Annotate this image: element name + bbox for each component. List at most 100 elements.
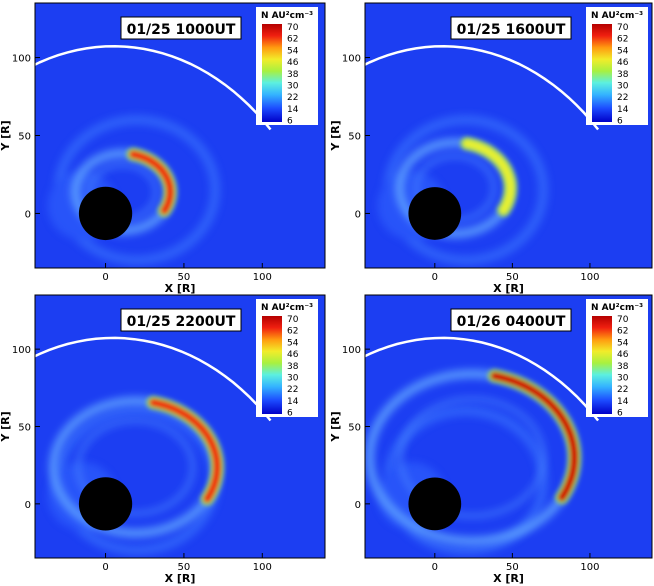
colorbar-tick-label: 70	[287, 315, 299, 325]
y-axis-label: Y [R]	[0, 411, 12, 442]
colorbar-tick-label: 54	[287, 46, 299, 56]
colorbar-tick-label: 6	[287, 117, 293, 127]
colorbar-tick-label: 62	[287, 35, 298, 45]
colorbar-ramp	[262, 316, 282, 414]
occulting-disk	[408, 187, 462, 240]
y-tick-label: 100	[12, 54, 31, 65]
panel-title: 01/25 1000UT	[120, 16, 242, 40]
cme-front	[126, 147, 178, 218]
colorbar-ramp	[592, 24, 612, 122]
colorbar-tick-label: 70	[617, 315, 629, 325]
colorbar-tick-label: 22	[287, 385, 298, 395]
colorbar-tick-label: 62	[287, 327, 298, 337]
orbit-arc	[35, 45, 272, 131]
colorbar-tick-label: 38	[287, 70, 299, 80]
colorbar-ramp	[592, 316, 612, 414]
x-tick-label: 100	[580, 272, 599, 283]
orbit-arc	[365, 45, 600, 131]
colorbar-tick-label: 54	[617, 338, 629, 348]
y-tick-label: 0	[25, 209, 31, 220]
colorbar-tick-label: 14	[617, 397, 629, 407]
orbit-arc	[35, 336, 272, 422]
occulting-disk	[78, 186, 133, 241]
cme-front-core	[463, 139, 515, 214]
colorbar-tick-label: 38	[617, 70, 629, 80]
y-tick-label: 50	[18, 132, 31, 143]
colorbar-tick-label: 30	[617, 82, 629, 92]
title-box	[120, 16, 242, 40]
colorbar-tick-label: 46	[617, 350, 629, 360]
colorbar-tick-label: 46	[287, 58, 299, 68]
colorbar-tick-label: 6	[617, 409, 623, 419]
colorbar-tick-label: 30	[287, 374, 299, 384]
colorbar-tick-label: 22	[617, 385, 628, 395]
colorbar-tick-label: 54	[617, 46, 629, 56]
cme-front-core	[129, 150, 175, 215]
x-tick-label: 0	[432, 562, 438, 573]
colorbar-tick-label: 14	[617, 105, 629, 115]
x-tick-label: 100	[253, 272, 272, 283]
x-tick-label: 100	[580, 562, 599, 573]
y-tick-label: 100	[12, 345, 31, 356]
colorbar-tick-label: 54	[287, 338, 299, 348]
colorbar-tick-label: 46	[287, 350, 299, 360]
title-box	[120, 308, 242, 332]
title-text: 01/26 0400UT	[457, 314, 566, 330]
y-tick-label: 0	[355, 209, 361, 220]
colorbar-tick-label: 6	[287, 409, 293, 419]
colorbar-tick-label: 14	[287, 397, 299, 407]
colorbar-tick-label: 30	[617, 374, 629, 384]
title-text: 01/25 2200UT	[127, 314, 236, 330]
colorbar-tick-label: 30	[287, 82, 299, 92]
colorbar-tick-label: 22	[287, 93, 298, 103]
colorbar-tick-label: 22	[617, 93, 628, 103]
y-tick-label: 50	[348, 132, 361, 143]
x-tick-label: 0	[102, 272, 108, 283]
y-tick-label: 50	[348, 423, 361, 434]
x-axis-label: X [R]	[493, 282, 524, 295]
y-tick-label: 0	[25, 500, 31, 511]
colorbar-label: N AU²cm⁻³	[261, 11, 313, 21]
plot-area	[365, 295, 652, 558]
colorbar-tick-label: 46	[617, 58, 629, 68]
colorbar-label: N AU²cm⁻³	[591, 11, 643, 21]
y-axis-label: Y [R]	[329, 411, 342, 442]
x-tick-label: 0	[102, 562, 108, 573]
occulting-disk	[78, 477, 133, 531]
x-tick-label: 100	[253, 562, 272, 573]
title-box	[450, 308, 572, 332]
y-tick-label: 100	[342, 54, 361, 65]
y-tick-label: 50	[18, 423, 31, 434]
y-tick-label: 0	[355, 500, 361, 511]
colorbar-tick-label: 70	[617, 23, 629, 33]
y-tick-label: 100	[342, 345, 361, 356]
colorbar-tick-label: 38	[617, 362, 629, 372]
title-text: 01/25 1600UT	[457, 22, 566, 38]
title-box	[450, 16, 572, 40]
colorbar-label: N AU²cm⁻³	[261, 303, 313, 313]
x-axis-label: X [R]	[165, 282, 196, 295]
colorbar-ramp	[262, 24, 282, 122]
cme-front	[146, 395, 225, 506]
x-tick-label: 50	[178, 272, 191, 283]
y-axis-label: Y [R]	[329, 120, 342, 151]
orbit-arc	[365, 336, 600, 422]
x-tick-label: 50	[506, 562, 519, 573]
panel-title: 01/25 1600UT	[450, 16, 572, 40]
y-axis-label: Y [R]	[0, 120, 12, 151]
colorbar-tick-label: 70	[287, 23, 299, 33]
colorbar-tick-label: 38	[287, 362, 299, 372]
colorbar-label: N AU²cm⁻³	[591, 303, 643, 313]
x-tick-label: 0	[432, 272, 438, 283]
panel-title: 01/26 0400UT	[450, 308, 572, 332]
x-axis-label: X [R]	[165, 572, 196, 585]
panel-title: 01/25 2200UT	[120, 308, 242, 332]
